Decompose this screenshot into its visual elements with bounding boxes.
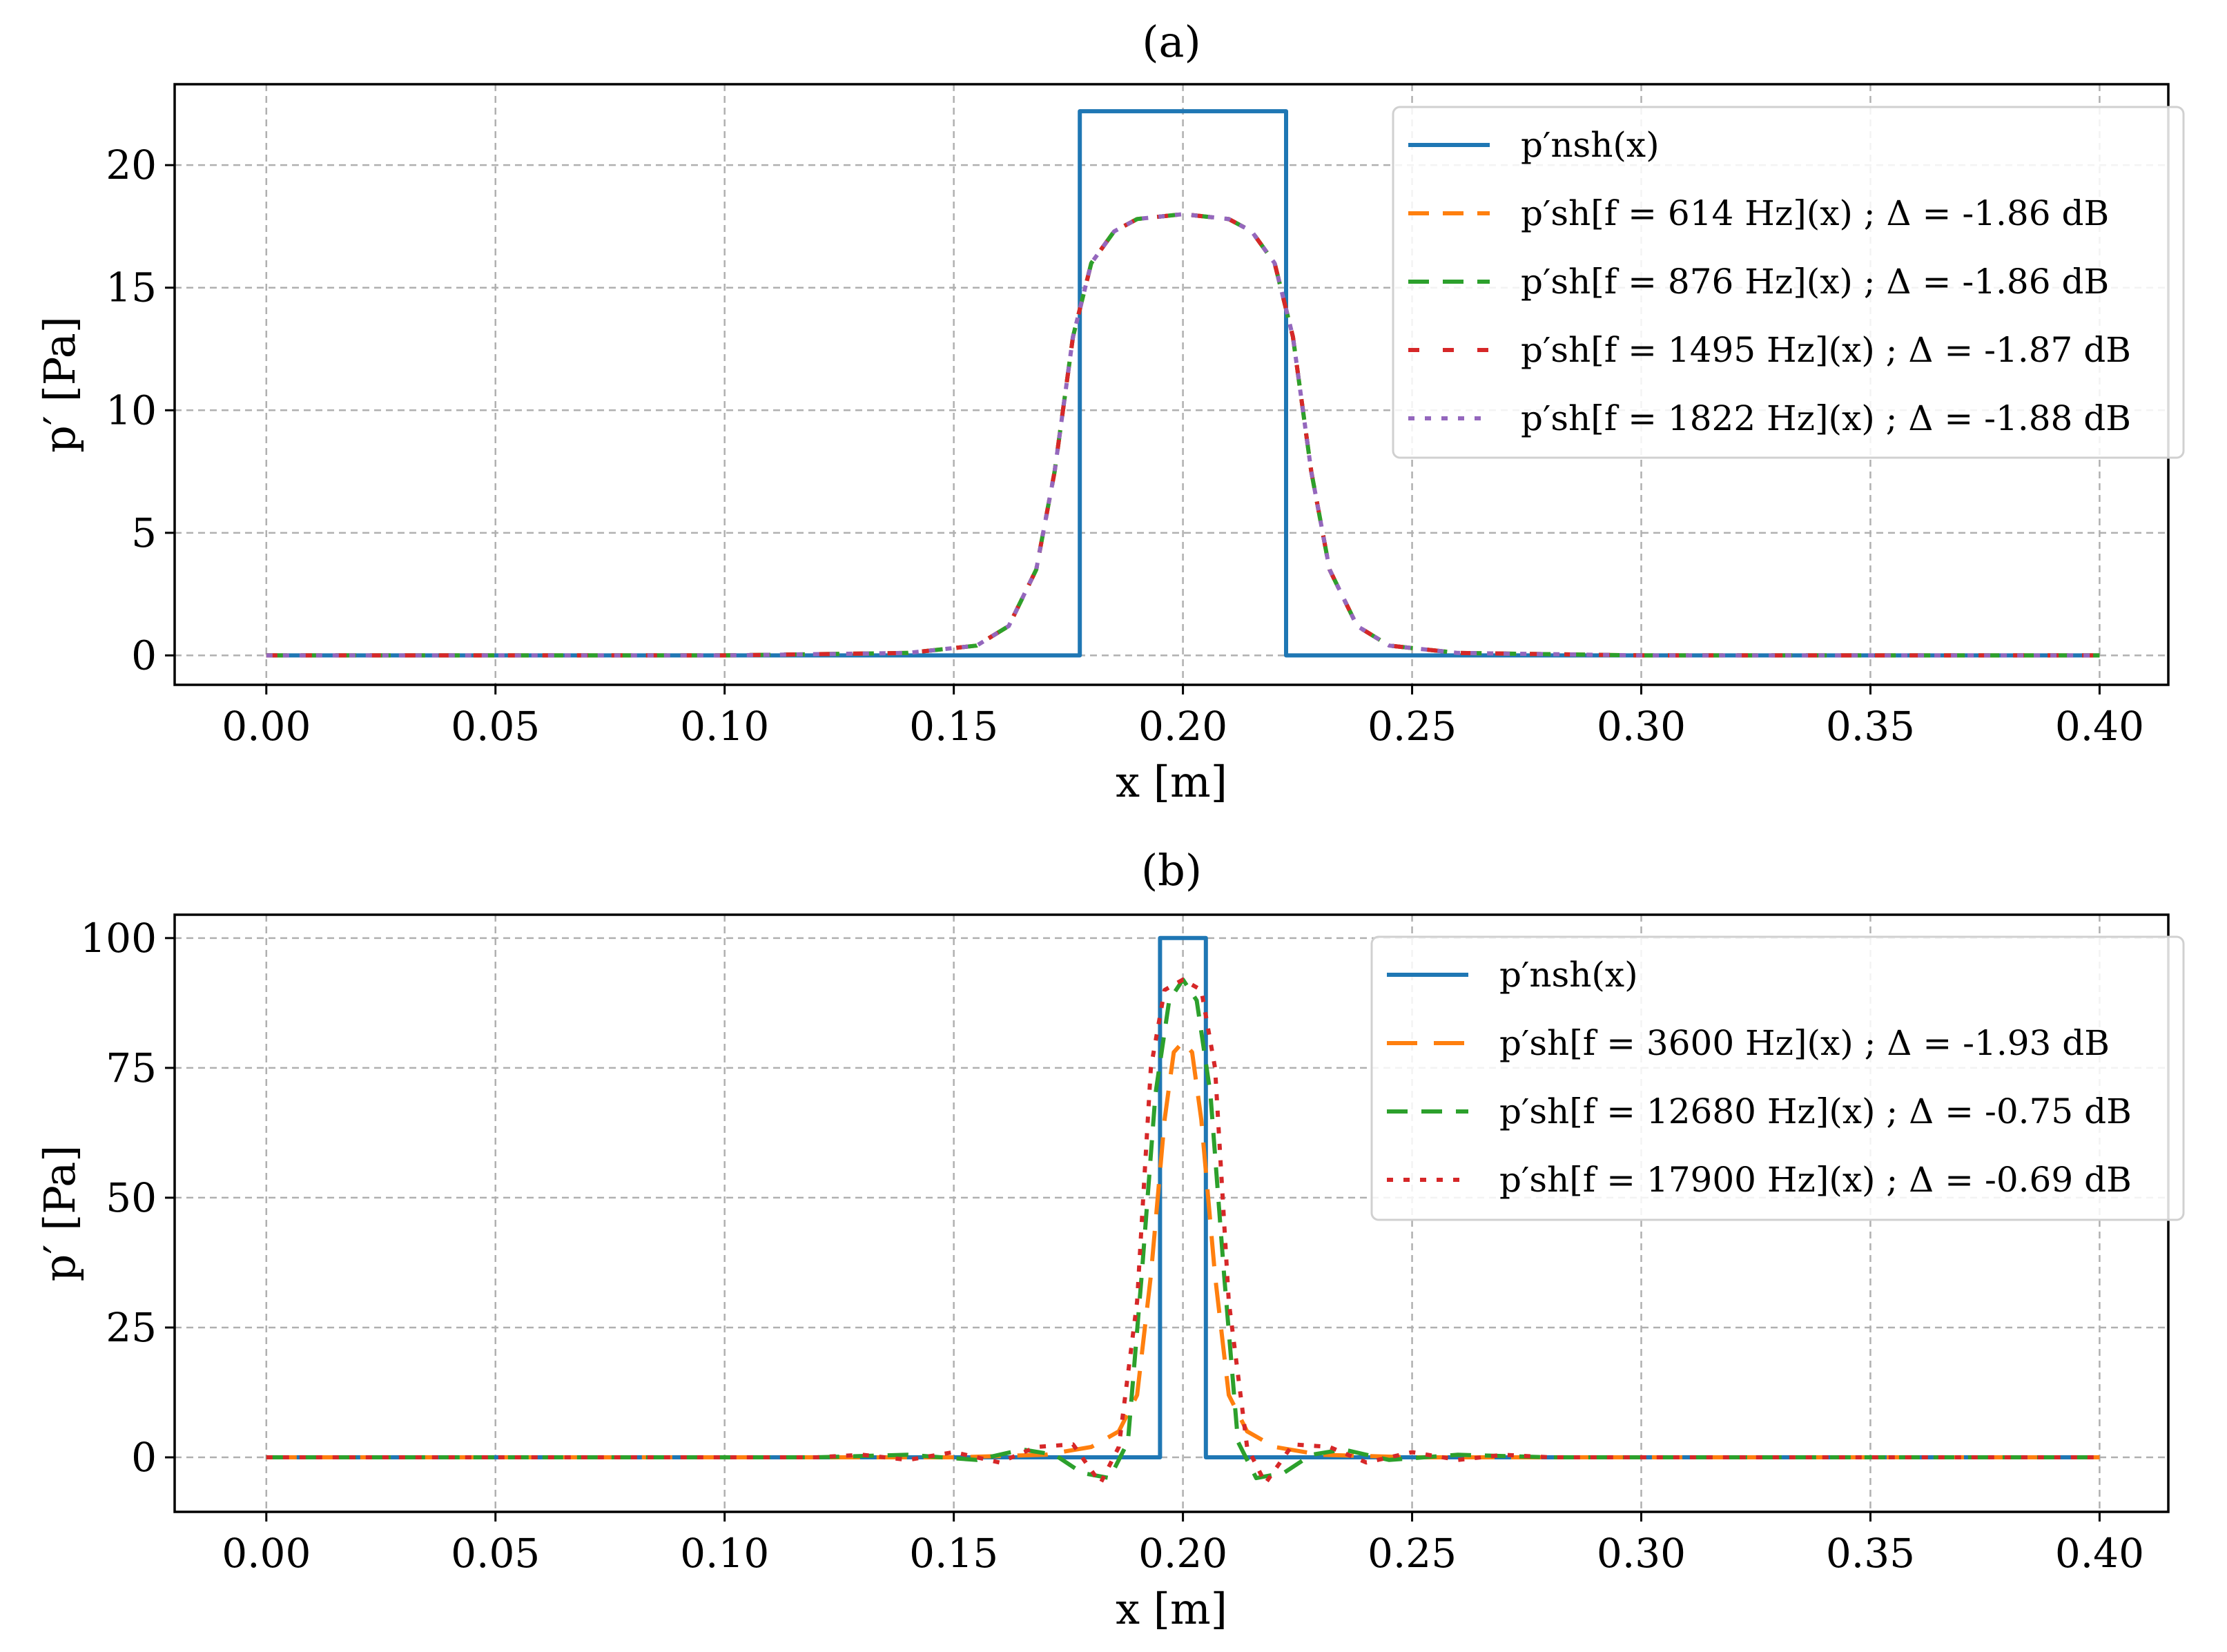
series-line-3 xyxy=(266,212,2100,658)
legend-label: p′nsh(x) xyxy=(1521,125,1660,165)
series-line-0 xyxy=(266,109,2100,658)
series-line-3 xyxy=(266,978,2100,1486)
legend-label: p′nsh(x) xyxy=(1499,955,1638,995)
legend-box xyxy=(1392,106,2185,459)
x-tick-label: 0.20 xyxy=(1138,1530,1227,1577)
legend-label: p′sh[f = 1495 Hz](x) ; Δ = -1.87 dB xyxy=(1521,330,2131,370)
y-tick-label: 100 xyxy=(80,915,157,962)
x-tick-label: 0.35 xyxy=(1826,1530,1915,1577)
y-tick-label: 5 xyxy=(131,509,157,556)
y-tick-label: 15 xyxy=(106,264,157,311)
legend-label: p′sh[f = 876 Hz](x) ; Δ = -1.86 dB xyxy=(1521,262,2109,302)
y-tick-label: 25 xyxy=(106,1304,157,1351)
y-tick-label: 0 xyxy=(131,1434,157,1481)
panel-b: (b) 0.00 0.05 0.10 0.15 0.20 0.25 0.30 0.35 0.40 0… xyxy=(35,845,2185,1634)
x-tick-label: 0.25 xyxy=(1368,1530,1457,1577)
y-tick-label: 50 xyxy=(106,1174,157,1221)
x-tick-label: 0.15 xyxy=(909,703,998,750)
x-tick-label: 0.05 xyxy=(451,1530,540,1577)
legend-label: p′sh[f = 12680 Hz](x) ; Δ = -0.75 dB xyxy=(1499,1091,2132,1131)
x-tick-label: 0.15 xyxy=(909,1530,998,1577)
legend-label: p′sh[f = 17900 Hz](x) ; Δ = -0.69 dB xyxy=(1499,1160,2132,1200)
series-group xyxy=(266,935,2100,1486)
legend: p′nsh(x) p′sh[f = 3600 Hz](x) ; Δ = -1.93… xyxy=(1370,935,2185,1221)
x-tick-label: 0.25 xyxy=(1368,703,1457,750)
x-tick-label: 0.40 xyxy=(2055,703,2144,750)
x-tick-label: 0.20 xyxy=(1138,703,1227,750)
x-axis-label: x [m] xyxy=(1116,1584,1227,1634)
x-tick-label: 0.00 xyxy=(222,703,311,750)
x-tick-label: 0.30 xyxy=(1597,703,1686,750)
series-group xyxy=(266,109,2100,658)
x-tick-label: 0.00 xyxy=(222,1530,311,1577)
panel-a: (a) 0.00 0.05 0.10 0.15 0.20 0.25 0.30 0.35 0.40 0… xyxy=(35,17,2185,807)
x-tick-label: 0.10 xyxy=(680,703,769,750)
y-tick-label: 20 xyxy=(106,142,157,188)
legend-label: p′sh[f = 1822 Hz](x) ; Δ = -1.88 dB xyxy=(1521,398,2131,438)
y-tick-label: 75 xyxy=(106,1044,157,1091)
series-line-1 xyxy=(266,1040,2100,1459)
y-tick-label: 0 xyxy=(131,632,157,679)
x-tick-label: 0.40 xyxy=(2055,1530,2144,1577)
x-tick-label: 0.35 xyxy=(1826,703,1915,750)
y-axis-label: p′ [Pa] xyxy=(35,316,85,453)
legend-label: p′sh[f = 3600 Hz](x) ; Δ = -1.93 dB xyxy=(1499,1023,2110,1063)
legend: p′nsh(x) p′sh[f = 614 Hz](x) ; Δ = -1.86 … xyxy=(1392,106,2185,459)
legend-label: p′sh[f = 614 Hz](x) ; Δ = -1.86 dB xyxy=(1521,193,2109,233)
chart-title: (b) xyxy=(1141,845,1202,895)
legend-box xyxy=(1370,935,2185,1221)
x-tick-label: 0.10 xyxy=(680,1530,769,1577)
y-tick-label: 10 xyxy=(106,387,157,434)
x-tick-label: 0.05 xyxy=(451,703,540,750)
x-tick-label: 0.30 xyxy=(1597,1530,1686,1577)
y-axis-label: p′ [Pa] xyxy=(35,1145,85,1282)
x-axis-label: x [m] xyxy=(1116,757,1227,807)
chart-title: (a) xyxy=(1142,17,1200,67)
